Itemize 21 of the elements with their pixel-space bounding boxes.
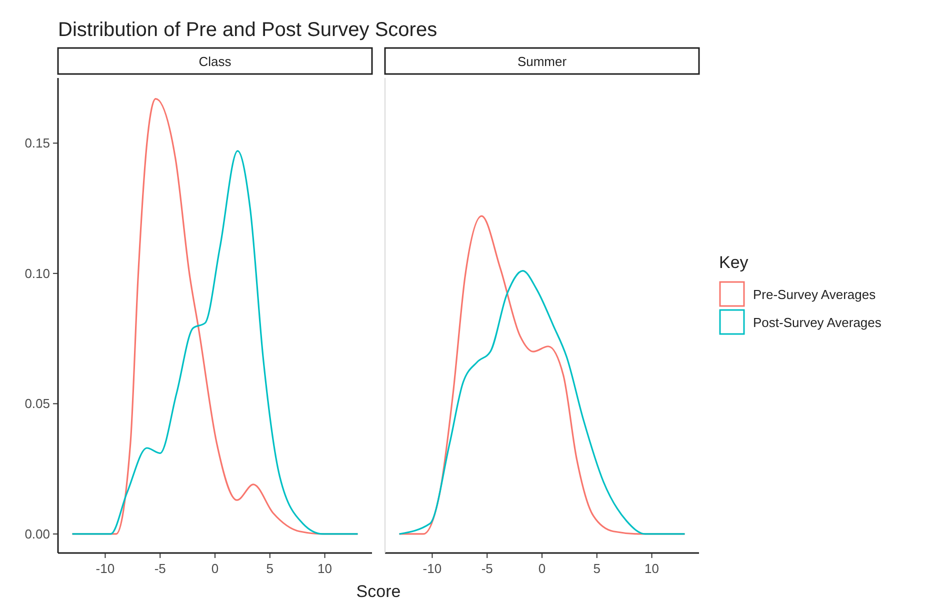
y-tick-label: 0.15 [24, 136, 50, 151]
x-tick-label: -10 [422, 561, 442, 576]
x-tick-label: 0 [538, 561, 546, 576]
x-tick-label: -10 [96, 561, 115, 576]
x-tick-label: -5 [154, 561, 166, 576]
x-tick-label: 10 [644, 561, 660, 576]
legend-label: Post-Survey Averages [753, 315, 882, 330]
x-tick-label: 5 [593, 561, 601, 576]
legend-title: Key [719, 253, 749, 272]
x-tick-label: 0 [211, 561, 219, 576]
x-tick-label: 10 [318, 561, 332, 576]
x-axis-title: Score [356, 582, 401, 601]
y-tick-label: 0.10 [24, 266, 50, 281]
chart-title: Distribution of Pre and Post Survey Scores [58, 19, 438, 41]
x-tick-label: 5 [266, 561, 274, 576]
y-tick-label: 0.05 [24, 396, 50, 412]
y-tick-label: 0.00 [24, 526, 50, 542]
x-tick-label: -5 [481, 561, 493, 576]
legend-label: Pre-Survey Averages [753, 287, 876, 302]
chart-subtitle: Class [198, 54, 232, 69]
chart-subtitle: Summer [517, 54, 568, 69]
